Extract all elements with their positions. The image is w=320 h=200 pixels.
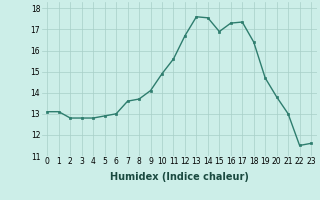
- X-axis label: Humidex (Indice chaleur): Humidex (Indice chaleur): [110, 172, 249, 182]
